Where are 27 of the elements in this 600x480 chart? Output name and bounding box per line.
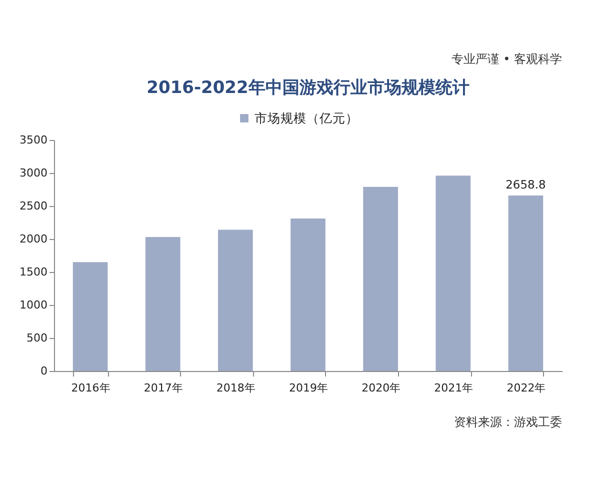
bar: [436, 176, 471, 371]
y-tick-label: 500: [26, 332, 48, 344]
y-tick-label: 3500: [20, 134, 48, 146]
x-tick-label: 2017年: [144, 382, 183, 394]
y-tick-label: 1500: [20, 266, 48, 278]
legend-label: 市场规模（亿元）: [254, 110, 358, 126]
x-tick-label: 2018年: [216, 382, 256, 394]
bar: [145, 237, 180, 371]
x-tick-label: 2021年: [434, 382, 474, 394]
x-tick-label: 2016年: [71, 382, 110, 394]
x-tick-label: 2019年: [289, 382, 328, 394]
data-label: 2658.8: [506, 178, 546, 192]
x-tick-label: 2022年: [506, 382, 546, 394]
y-tick-label: 0: [40, 364, 48, 378]
bar: [72, 262, 108, 371]
bar: [218, 230, 253, 371]
x-tick-label: 2020年: [362, 382, 401, 394]
y-tick-label: 2500: [20, 200, 48, 212]
y-tick-label: 1000: [20, 298, 48, 312]
text: 专业严谨 • 客观科学: [451, 52, 562, 66]
y-tick-label: 3000: [20, 166, 48, 180]
y-tick-label: 2000: [20, 232, 48, 246]
bar: [290, 218, 326, 371]
chart-title: 2016-2022年中国游戏行业市场规模统计: [146, 78, 470, 98]
text: 资料来源：游戏工委: [454, 415, 562, 429]
bar: [508, 196, 544, 371]
bar: [363, 186, 398, 371]
